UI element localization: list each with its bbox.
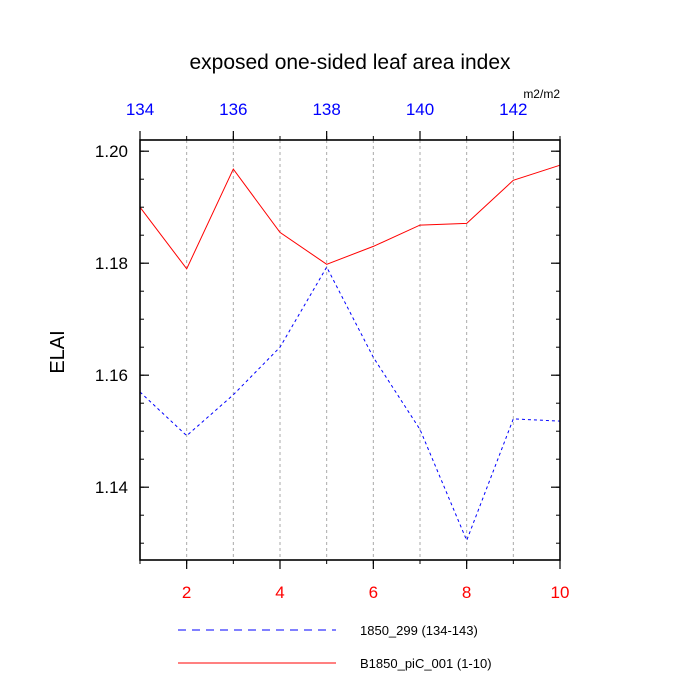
plot-frame bbox=[139, 139, 561, 561]
top-tick-label: 142 bbox=[499, 100, 527, 119]
x-tick-label: 10 bbox=[551, 583, 570, 602]
series-lines bbox=[139, 164, 561, 542]
series-line bbox=[139, 266, 561, 542]
x-tick-label: 2 bbox=[182, 583, 191, 602]
series-line bbox=[139, 164, 561, 270]
top-tick-label: 136 bbox=[219, 100, 247, 119]
legend: 1850_299 (134-143) B1850_piC_001 (1-10) bbox=[178, 623, 492, 671]
y-tick-label: 1.14 bbox=[95, 478, 128, 497]
top-tick-label: 138 bbox=[312, 100, 340, 119]
x-tick-label: 4 bbox=[275, 583, 284, 602]
y-tick-label: 1.16 bbox=[95, 366, 128, 385]
legend-label: 1850_299 (134-143) bbox=[360, 623, 478, 638]
grid-lines bbox=[186, 140, 514, 560]
x-tick-label: 8 bbox=[462, 583, 471, 602]
units-label: m2/m2 bbox=[523, 87, 560, 101]
top-tick-label: 134 bbox=[126, 100, 154, 119]
chart-title: exposed one-sided leaf area index bbox=[189, 51, 511, 74]
legend-label: B1850_piC_001 (1-10) bbox=[360, 656, 492, 671]
x-tick-label: 6 bbox=[369, 583, 378, 602]
y-axis-label: ELAI bbox=[47, 330, 69, 373]
y-tick-label: 1.18 bbox=[95, 254, 128, 273]
top-tick-label: 140 bbox=[406, 100, 434, 119]
axes: 2 4 6 8 10 134 136 138 140 142 1.14 1.16 1.18 1.20 bbox=[95, 100, 570, 602]
y-tick-label: 1.20 bbox=[95, 142, 128, 161]
